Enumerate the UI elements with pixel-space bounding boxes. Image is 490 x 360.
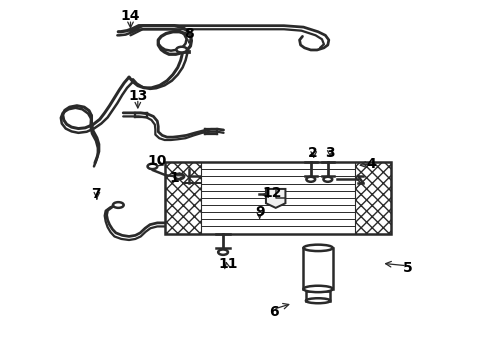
Ellipse shape — [147, 164, 157, 169]
Ellipse shape — [176, 47, 187, 53]
Bar — [165, 162, 201, 234]
Ellipse shape — [323, 177, 332, 182]
Text: 7: 7 — [92, 186, 101, 201]
Bar — [306, 291, 330, 301]
Text: 2: 2 — [308, 146, 318, 160]
Ellipse shape — [306, 177, 315, 182]
Ellipse shape — [306, 298, 330, 303]
Bar — [355, 162, 391, 234]
PathPatch shape — [266, 189, 286, 208]
Text: 11: 11 — [218, 257, 238, 271]
Text: 3: 3 — [325, 146, 335, 160]
Ellipse shape — [218, 249, 228, 255]
Ellipse shape — [303, 245, 333, 251]
Text: 10: 10 — [147, 154, 167, 168]
Ellipse shape — [303, 286, 333, 292]
Text: 4: 4 — [367, 157, 376, 171]
Ellipse shape — [174, 174, 184, 179]
Ellipse shape — [113, 202, 123, 208]
Text: 12: 12 — [262, 185, 282, 199]
Bar — [165, 162, 391, 234]
Text: 9: 9 — [255, 205, 265, 219]
Text: 5: 5 — [403, 261, 413, 275]
Text: 1: 1 — [170, 171, 179, 185]
Text: 8: 8 — [184, 27, 194, 41]
Text: 13: 13 — [128, 89, 147, 103]
Text: 6: 6 — [270, 305, 279, 319]
Text: 14: 14 — [121, 9, 140, 23]
Bar — [303, 248, 333, 289]
